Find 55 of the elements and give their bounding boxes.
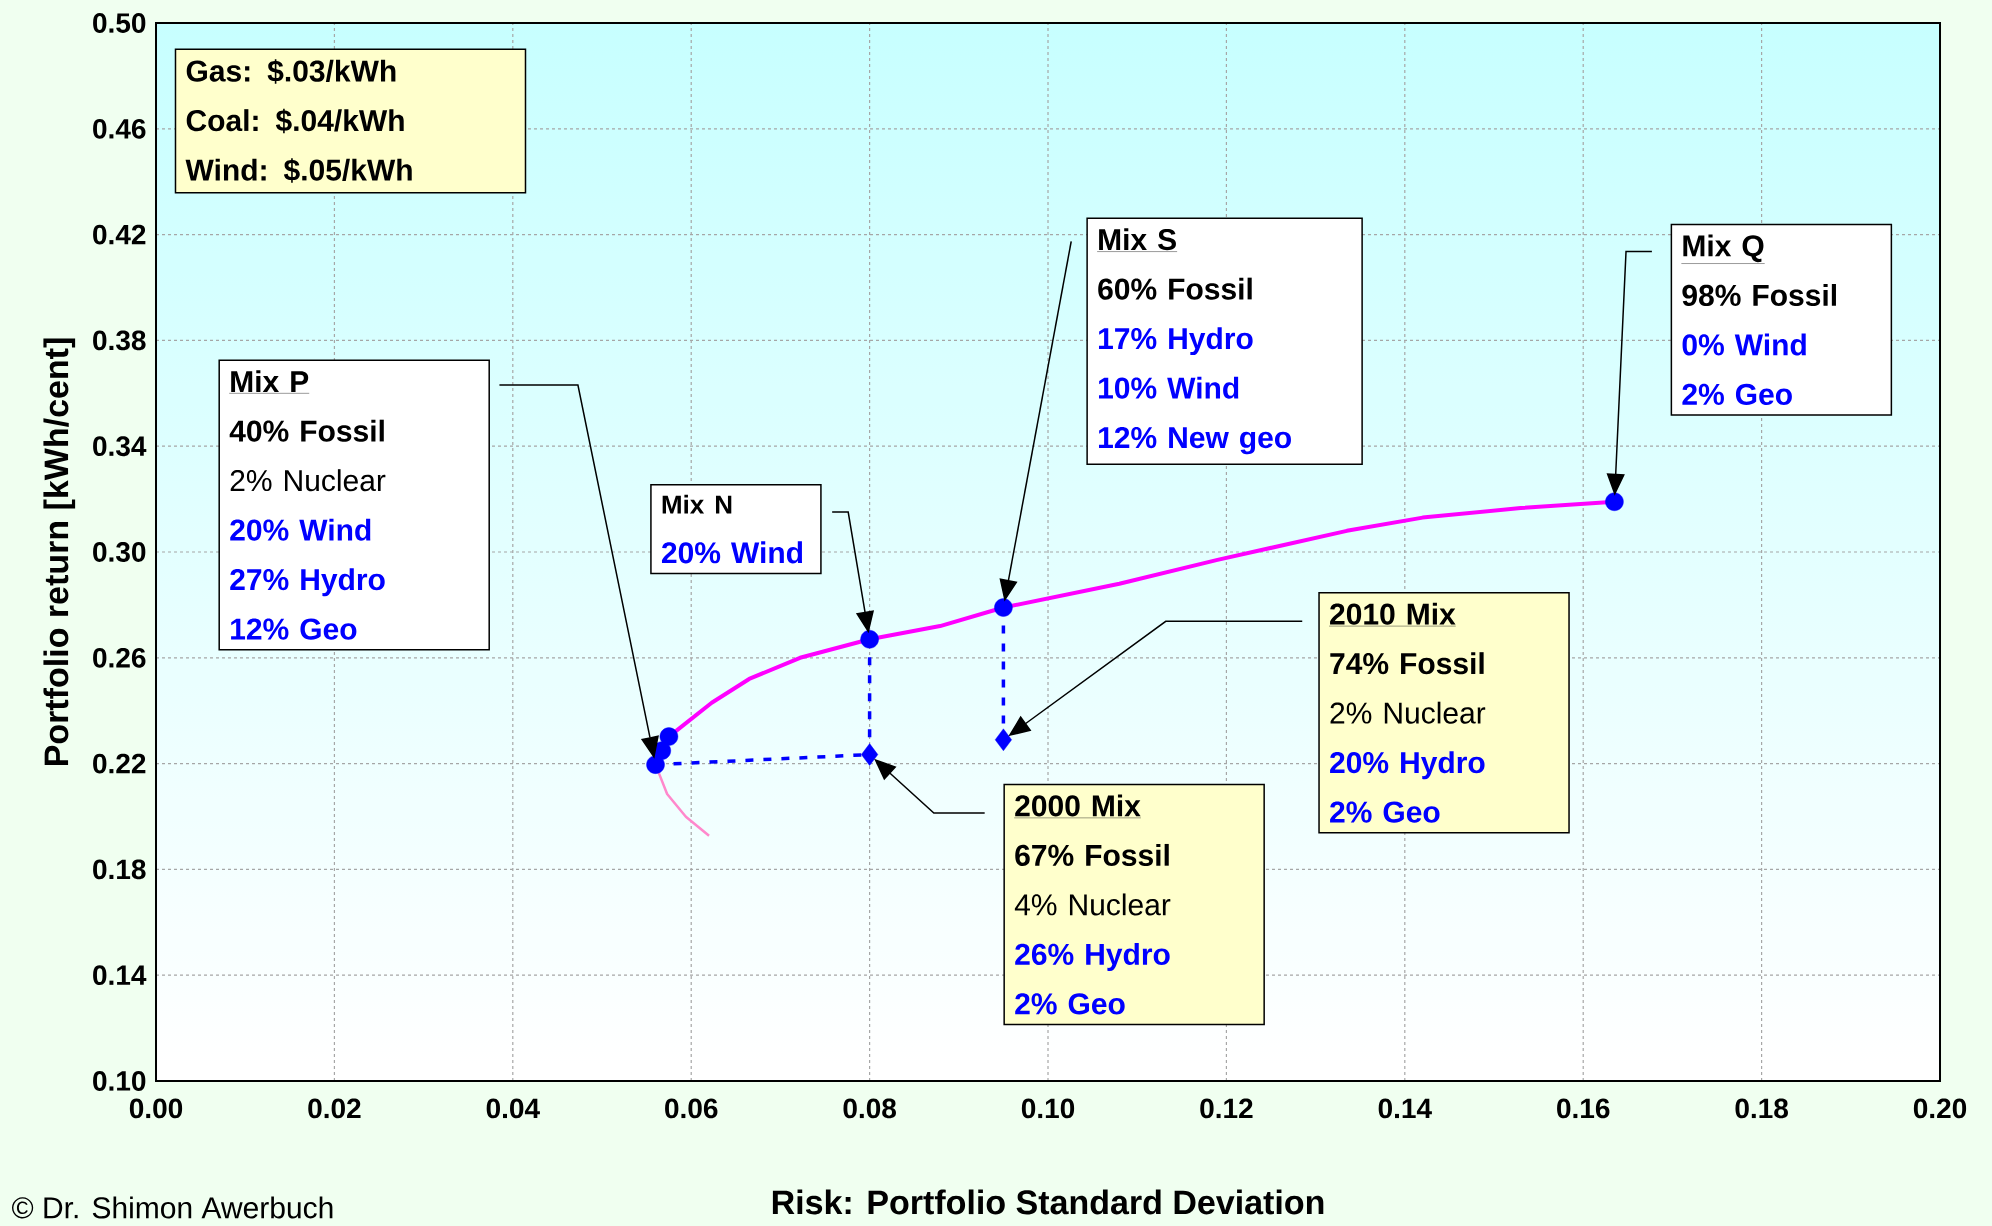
x-tick-label: 0.14 xyxy=(1378,1098,1432,1119)
annotation: 2% Nuclear xyxy=(230,469,386,492)
annotation: 4% Nuclear xyxy=(1014,893,1171,916)
x-tick-label: 0.02 xyxy=(308,1098,361,1119)
y-tick-label: 0.34 xyxy=(93,436,147,457)
annotation: 2% Geo xyxy=(1015,993,1125,1015)
y-tick-label: 0.26 xyxy=(93,647,146,668)
x-axis-title: Risk: Portfolio Standard Deviation xyxy=(772,1189,1324,1215)
annotation: 2010 Mix xyxy=(1330,602,1456,625)
annotation: Coal: $.04/kWh xyxy=(186,108,404,134)
annotation: 2000 Mix xyxy=(1015,794,1141,817)
y-axis-title: Portfolio return [kWh/cent] xyxy=(43,338,76,766)
annotation: 12% Geo xyxy=(231,618,357,640)
x-tick-label: 0.04 xyxy=(486,1098,540,1119)
annotation: 0% Wind xyxy=(1682,333,1806,356)
x-tick-label: 0.08 xyxy=(843,1098,896,1119)
x-tick-label: 0.12 xyxy=(1200,1098,1253,1119)
annotation: 20% Wind xyxy=(661,541,803,564)
y-tick-label: 0.38 xyxy=(93,330,146,351)
annotation: 40% Fossil xyxy=(229,419,384,442)
y-tick-label: 0.10 xyxy=(93,1071,146,1091)
y-tick-label: 0.46 xyxy=(93,118,146,139)
annotation: Mix N xyxy=(662,494,732,514)
annotation: 20% Hydro xyxy=(1330,751,1485,780)
annotation: 10% Wind xyxy=(1099,376,1239,399)
annotation: 98% Fossil xyxy=(1682,284,1836,307)
annotation: Mix Q xyxy=(1683,234,1764,263)
y-tick-label: 0.50 xyxy=(93,13,146,33)
annotation: 74% Fossil xyxy=(1330,652,1484,675)
x-tick-label: 0.06 xyxy=(665,1098,718,1119)
annotation: 67% Fossil xyxy=(1015,843,1169,866)
annotation: Mix P xyxy=(231,370,309,392)
y-tick-label: 0.22 xyxy=(93,753,146,774)
y-tick-label: 0.30 xyxy=(93,542,146,562)
x-tick-label: 0.16 xyxy=(1557,1098,1610,1119)
annotation: 17% Hydro xyxy=(1099,327,1253,356)
annotation: 27% Hydro xyxy=(230,568,385,597)
x-tick-label: 0.18 xyxy=(1735,1098,1788,1119)
annotation: 2% Geo xyxy=(1330,801,1440,823)
annotation: Gas: $.03/kWh xyxy=(186,59,396,84)
annotation: 2% Nuclear xyxy=(1330,701,1486,724)
x-tick-label: 0.00 xyxy=(129,1098,183,1119)
annotation: 2% Geo xyxy=(1682,383,1792,406)
annotation: Mix S xyxy=(1099,228,1176,251)
text: © Dr. Shimon Awerbuch xyxy=(12,1196,333,1219)
y-tick-label: 0.14 xyxy=(93,965,147,986)
annotation: 12% New geo xyxy=(1099,426,1291,455)
y-tick-label: 0.42 xyxy=(93,224,146,245)
annotation: 60% Fossil xyxy=(1098,277,1252,300)
annotation: 26% Hydro xyxy=(1015,942,1170,971)
y-tick-label: 0.18 xyxy=(93,859,146,880)
x-tick-label: 0.20 xyxy=(1913,1098,1967,1119)
x-tick-label: 0.10 xyxy=(1021,1098,1075,1119)
annotation: Wind: $.05/kWh xyxy=(185,158,412,183)
annotation: 20% Wind xyxy=(230,518,371,541)
